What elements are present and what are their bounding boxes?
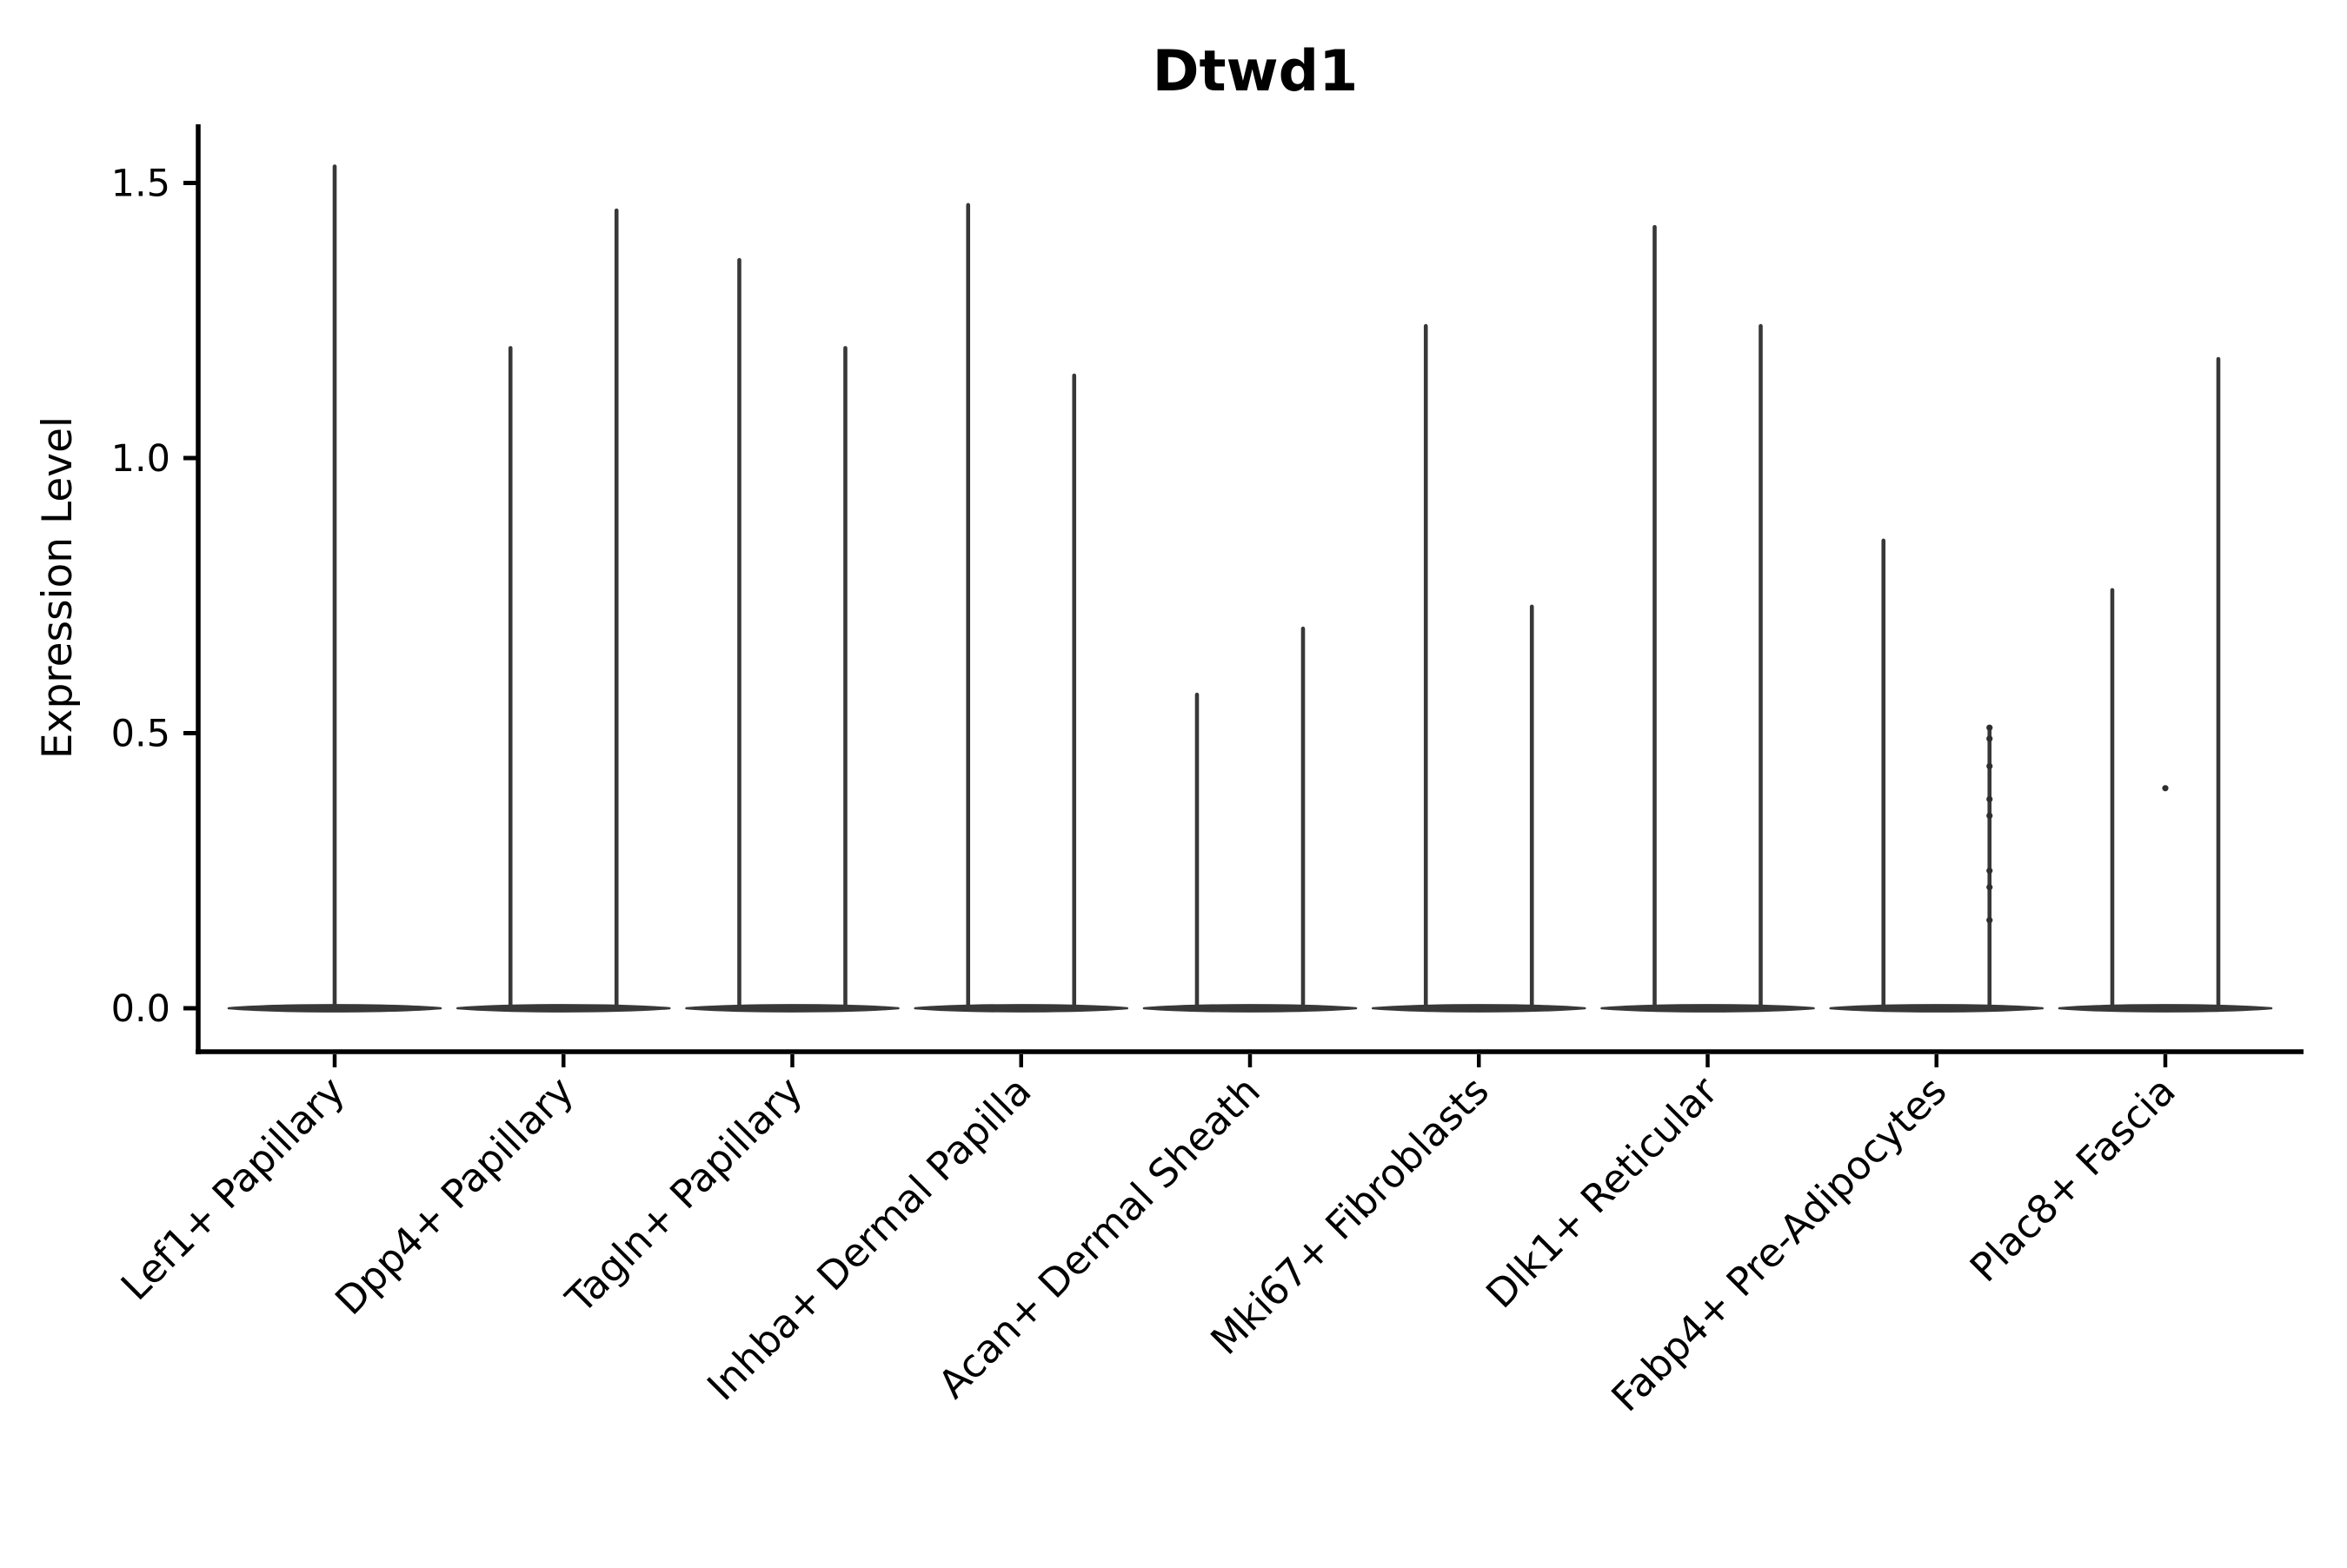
jitter-point	[1986, 735, 1993, 742]
violin-layer	[227, 164, 2273, 1013]
jitter-point	[2162, 785, 2169, 792]
violin-baseline	[1372, 1004, 1586, 1013]
jitter-point	[1986, 812, 1993, 820]
y-tick-label: 0.5	[111, 713, 170, 756]
jitter-point	[1986, 884, 1993, 891]
jitter-point	[1986, 795, 1993, 803]
jitter-point	[1986, 867, 1993, 874]
jitter-point	[1986, 762, 1993, 770]
x-tick-labels: Lef1+ Papillary Dpp4+ Papillary Tagln+ P…	[112, 1067, 2184, 1420]
violin-baseline	[1600, 1004, 1815, 1013]
violin-baseline	[685, 1004, 900, 1013]
x-tick-label: Lef1+ Papillary	[112, 1067, 354, 1309]
y-axis-label: Expression Level	[34, 416, 82, 759]
chart-title: Dtwd1	[1153, 39, 1359, 104]
y-tick-label: 1.0	[111, 437, 170, 481]
x-tick-label: Tagln+ Papillary	[556, 1067, 811, 1322]
y-tick-labels: 0.0 0.5 1.0 1.5	[111, 163, 170, 1032]
violin-baseline	[2058, 1004, 2273, 1013]
jitter-point	[1986, 917, 1993, 924]
y-tick-label: 0.0	[111, 987, 170, 1031]
jitter-point	[1986, 724, 1993, 731]
x-tick-marks	[332, 1054, 2168, 1067]
violin-baseline	[456, 1004, 671, 1013]
x-tick-label: Dpp4+ Papillary	[326, 1067, 582, 1324]
violin-baseline	[914, 1004, 1128, 1013]
violin-baseline	[1829, 1004, 2044, 1013]
y-tick-label: 1.5	[111, 163, 170, 206]
x-tick-label: Dlk1+ Reticular	[1477, 1067, 1726, 1317]
y-tick-marks	[183, 181, 196, 1011]
violin-baseline	[1142, 1004, 1358, 1013]
x-tick-label: Plac8+ Fascia	[1961, 1067, 2184, 1291]
